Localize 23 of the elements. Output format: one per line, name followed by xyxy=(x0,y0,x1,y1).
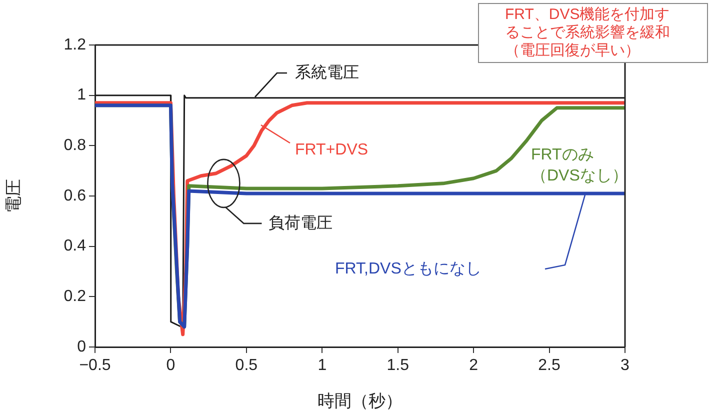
y-axis-title: 電圧 xyxy=(4,179,23,213)
x-tick-label: −0.5 xyxy=(79,357,111,374)
y-tick-label: 0 xyxy=(77,338,86,356)
x-tick-label: 1 xyxy=(318,357,327,374)
y-tick-label: 0.2 xyxy=(64,288,86,306)
x-tick-label: 0.5 xyxy=(235,357,258,374)
note-box: FRT、DVS機能を付加することで系統影響を緩和（電圧回復が早い） xyxy=(478,3,708,63)
y-tick-label: 1.2 xyxy=(64,36,86,54)
series-label: FRTのみ（DVSなし） xyxy=(531,146,628,184)
text: FRT+DVS xyxy=(295,141,368,158)
y-tick-label: 1 xyxy=(77,86,86,104)
x-tick-label: 1.5 xyxy=(386,357,410,374)
x-axis-title: 時間（秒） xyxy=(318,391,402,410)
x-tick-label: 0 xyxy=(166,357,176,374)
y-tick-label: 0.8 xyxy=(64,137,86,154)
x-tick-label: 3 xyxy=(620,357,630,374)
annotation: 負荷電圧 xyxy=(268,214,333,232)
series-label: 系統電圧 xyxy=(295,63,359,82)
text: FRT,DVSともになし xyxy=(335,260,482,278)
x-tick-label: 2.5 xyxy=(538,357,561,374)
y-tick-label: 0.4 xyxy=(64,238,86,255)
x-tick-label: 2 xyxy=(469,357,478,374)
y-tick-label: 0.6 xyxy=(64,187,86,204)
